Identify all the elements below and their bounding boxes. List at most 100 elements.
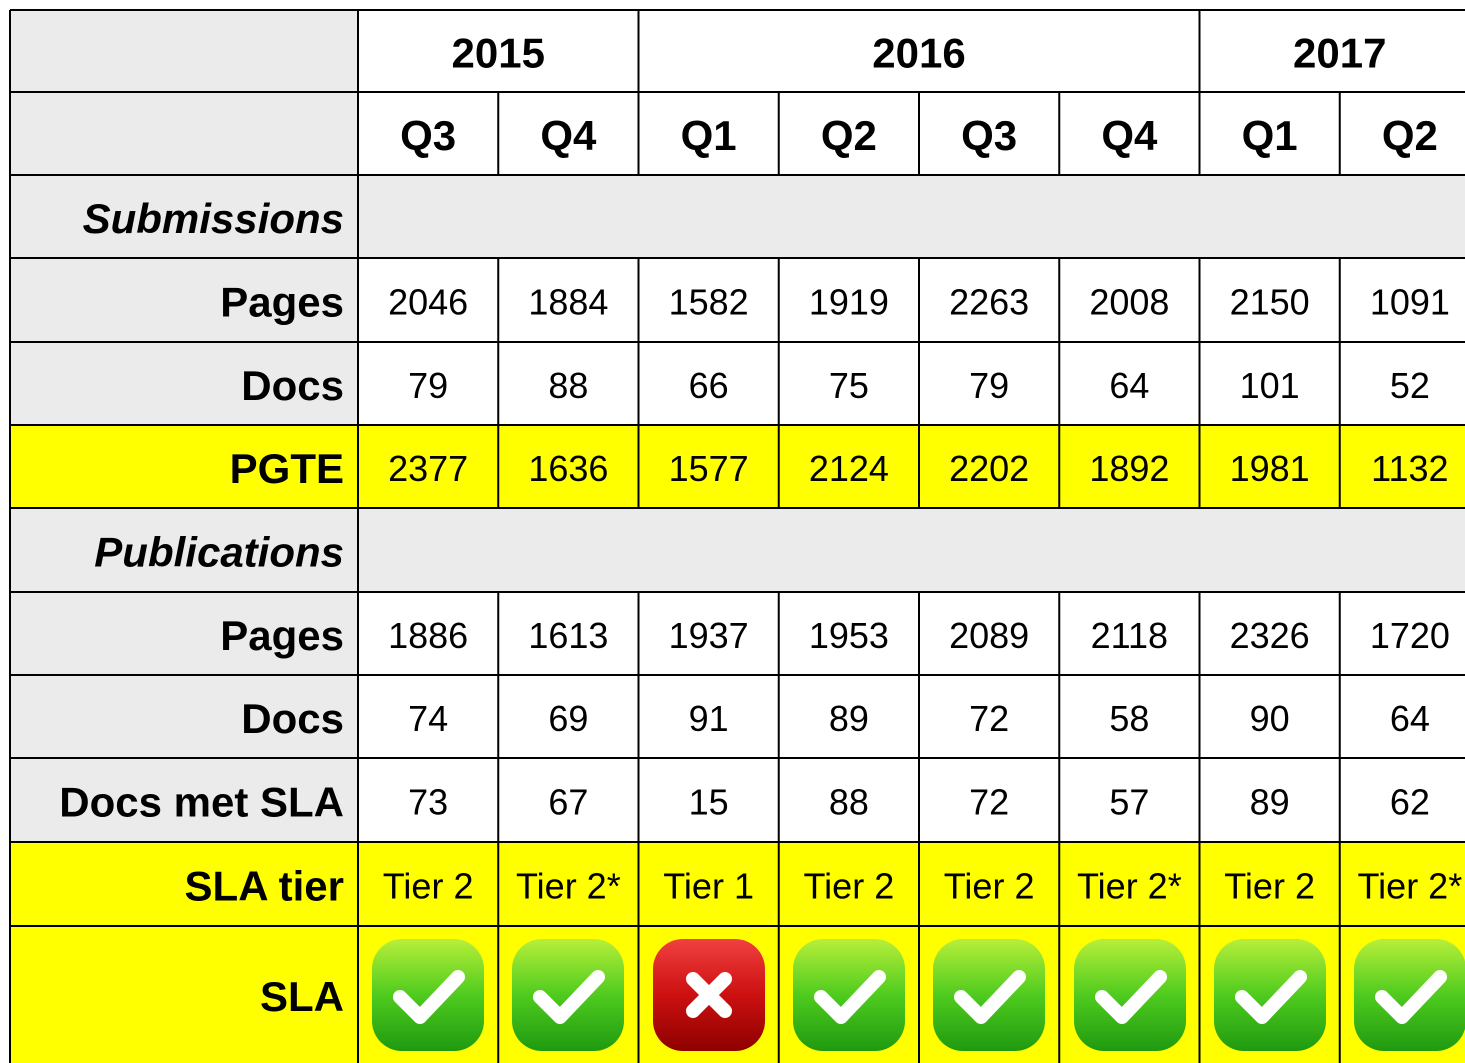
cell-value: 2326 xyxy=(1230,615,1310,656)
cell xyxy=(10,258,358,342)
section-title: Submissions xyxy=(83,195,344,242)
quarter-header: Q3 xyxy=(400,112,456,159)
cell-value: Tier 2 xyxy=(383,866,474,907)
year-header: 2016 xyxy=(872,30,965,77)
cell-value: 72 xyxy=(969,782,1009,823)
cell-value: 1981 xyxy=(1230,448,1310,489)
cell xyxy=(358,675,1465,758)
year-header: 2017 xyxy=(1293,30,1386,77)
cell-value: 2263 xyxy=(949,282,1029,323)
cell-value: 101 xyxy=(1240,365,1300,406)
quarter-header: Q1 xyxy=(681,112,737,159)
cells: 2015 2016 2017 Q3 Q4 Q1 Q2 Q3 Q4 Q1 Q2 Submissions P… xyxy=(10,10,1465,1063)
cell xyxy=(10,842,358,926)
cell-value: 75 xyxy=(829,365,869,406)
cell-value: 15 xyxy=(689,782,729,823)
cell-value: 69 xyxy=(548,698,588,739)
cell-value: 89 xyxy=(1250,782,1290,823)
cell-value: 73 xyxy=(408,782,448,823)
check-icon xyxy=(1074,939,1186,1051)
cell-value: 1884 xyxy=(528,282,608,323)
check-icon xyxy=(512,939,624,1051)
cell-value: 1892 xyxy=(1089,448,1169,489)
cell-value: 2008 xyxy=(1089,282,1169,323)
cell-value: 74 xyxy=(408,698,448,739)
cell xyxy=(10,425,358,508)
quarter-header: Q2 xyxy=(1382,112,1438,159)
cell-value: 91 xyxy=(689,698,729,739)
cell-value: Tier 2* xyxy=(1358,866,1463,907)
cell-value: 72 xyxy=(969,698,1009,739)
row-label: Pages xyxy=(220,279,344,326)
cell-value: 2202 xyxy=(949,448,1029,489)
quarter-header: Q4 xyxy=(1101,112,1158,159)
check-icon xyxy=(1214,939,1326,1051)
cell xyxy=(10,508,1465,592)
grid xyxy=(9,9,1465,1063)
cell-value: 57 xyxy=(1109,782,1149,823)
cell-value: 1582 xyxy=(669,282,749,323)
cell xyxy=(10,342,358,425)
quarter-header: Q4 xyxy=(540,112,597,159)
cell-value: Tier 2 xyxy=(1224,866,1315,907)
cell xyxy=(10,592,358,675)
cell-value: Tier 2 xyxy=(804,866,895,907)
cell-value: Tier 1 xyxy=(663,866,754,907)
row-label: Docs xyxy=(241,362,344,409)
cell-value: Tier 2* xyxy=(516,866,621,907)
year-header: 2015 xyxy=(452,30,545,77)
cell-value: 52 xyxy=(1390,365,1430,406)
cell xyxy=(358,342,1465,425)
cell-value: 64 xyxy=(1390,698,1430,739)
quarter-header: Q1 xyxy=(1242,112,1298,159)
row-label: PGTE xyxy=(230,445,344,492)
cell-value: 2124 xyxy=(809,448,889,489)
cell-value: 1132 xyxy=(1371,448,1448,489)
row-label: SLA tier xyxy=(185,863,344,910)
cell-value: 90 xyxy=(1250,698,1290,739)
cell-value: 2089 xyxy=(949,615,1029,656)
cell xyxy=(10,758,358,842)
section-title: Publications xyxy=(94,529,344,576)
cell-value: 58 xyxy=(1109,698,1149,739)
cell xyxy=(10,175,1465,258)
quarter-header: Q2 xyxy=(821,112,877,159)
cell-value: 88 xyxy=(548,365,588,406)
row-label: Docs xyxy=(241,695,344,742)
cell-value: 1577 xyxy=(669,448,749,489)
cell-value: 2377 xyxy=(388,448,468,489)
cell xyxy=(10,926,358,1063)
check-icon xyxy=(793,939,905,1051)
check-icon xyxy=(1354,939,1465,1051)
cell-value: 67 xyxy=(548,782,588,823)
row-label: Pages xyxy=(220,612,344,659)
cell-value: Tier 2* xyxy=(1077,866,1182,907)
cell-value: 1937 xyxy=(669,615,749,656)
row-label: Docs met SLA xyxy=(59,779,344,826)
cell-value: 2150 xyxy=(1230,282,1310,323)
quarter-header: Q3 xyxy=(961,112,1017,159)
cell-value: Tier 2 xyxy=(944,866,1035,907)
cell-value: 79 xyxy=(408,365,448,406)
cell xyxy=(358,758,1465,842)
cell-value: 2118 xyxy=(1091,615,1168,656)
cell xyxy=(358,425,1465,508)
check-icon xyxy=(372,939,484,1051)
cell-value: 1613 xyxy=(528,615,608,656)
cell-value: 66 xyxy=(689,365,729,406)
cell xyxy=(358,592,1465,675)
cell-value: 1720 xyxy=(1370,615,1450,656)
cell-value: 2046 xyxy=(388,282,468,323)
cell xyxy=(10,675,358,758)
cell-value: 1886 xyxy=(388,615,468,656)
cell xyxy=(358,842,1465,926)
cell-value: 88 xyxy=(829,782,869,823)
cross-icon xyxy=(653,939,765,1051)
cell-value: 62 xyxy=(1390,782,1430,823)
row-label: SLA xyxy=(260,973,344,1020)
cell-value: 1919 xyxy=(809,282,889,323)
cell-value: 1091 xyxy=(1370,282,1450,323)
cell-value: 89 xyxy=(829,698,869,739)
